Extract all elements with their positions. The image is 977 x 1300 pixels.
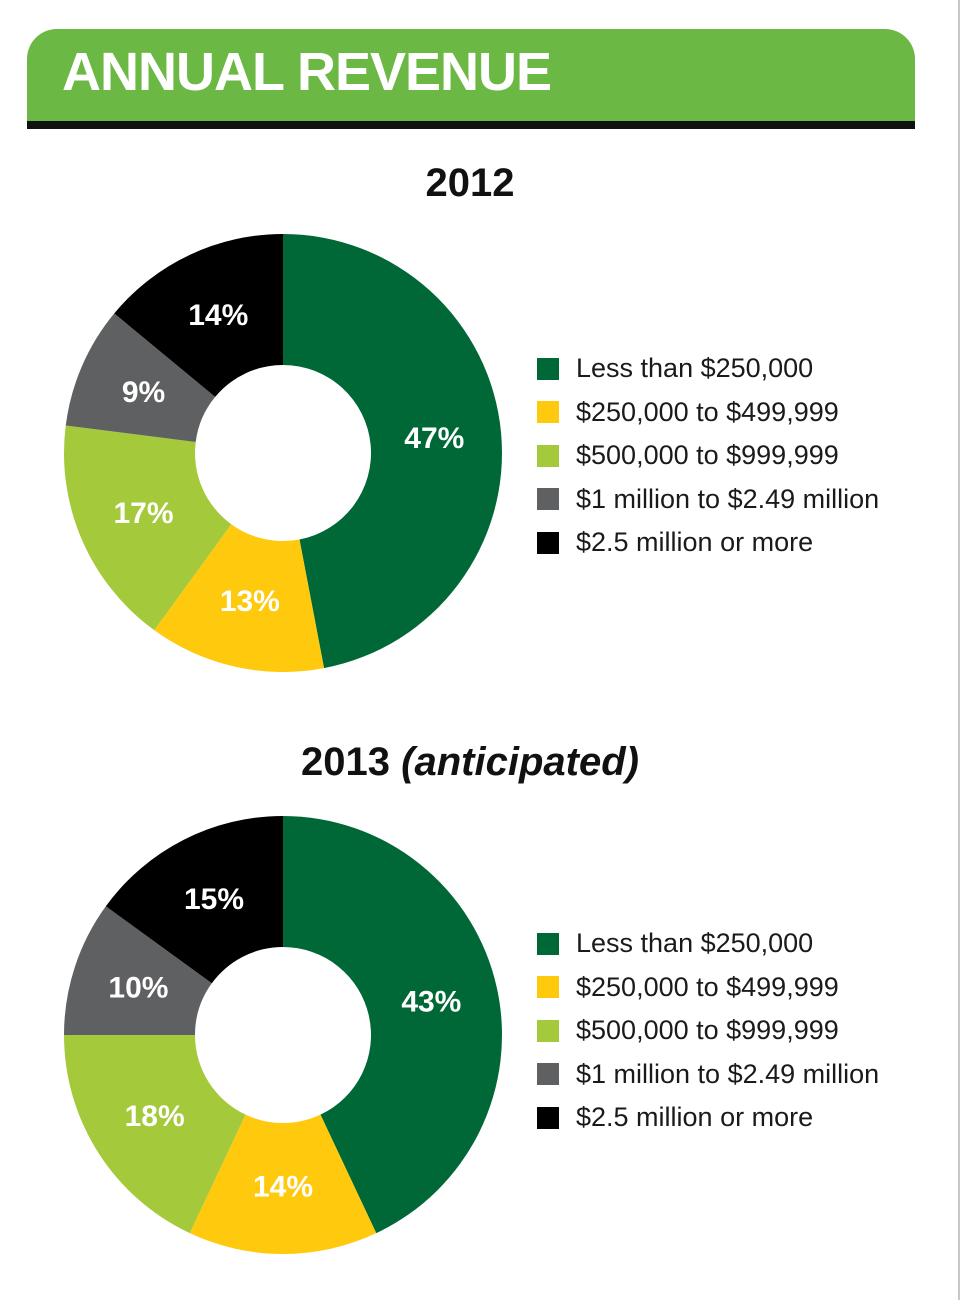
slice-2013-1m-to-2-49m xyxy=(64,906,212,1035)
page-title: ANNUAL REVENUE xyxy=(62,42,552,102)
slice-2013-250k-to-499k xyxy=(189,1114,377,1254)
chart-2012-legend: Less than $250,000 $250,000 to $499,999 $5… xyxy=(537,347,879,565)
chart-2013-legend: Less than $250,000 $250,000 to $499,999 $5… xyxy=(537,922,879,1140)
slice-2012-250k-to-499k xyxy=(154,524,325,672)
legend-item-2013-250k-to-499k: $250,000 to $499,999 xyxy=(537,966,879,1010)
header-underline xyxy=(27,121,915,129)
legend-label: $250,000 to $499,999 xyxy=(576,971,839,1002)
legend-item-2013-less-than-250k: Less than $250,000 xyxy=(537,922,879,966)
legend-item-2012-2-5m-or-more: $2.5 million or more xyxy=(537,521,879,565)
slice-label-2012-250k-to-499k: 13% xyxy=(220,585,280,618)
legend-swatch xyxy=(537,1019,559,1042)
legend-label: Less than $250,000 xyxy=(576,353,814,384)
slice-label-2012-1m-to-2-49m: 9% xyxy=(122,376,165,409)
legend-swatch xyxy=(537,1106,559,1129)
legend-label: Less than $250,000 xyxy=(576,928,814,959)
legend-item-2012-500k-to-999k: $500,000 to $999,999 xyxy=(537,434,879,478)
slice-2013-less-than-250k xyxy=(283,816,502,1234)
legend-label: $500,000 to $999,999 xyxy=(576,1015,839,1046)
legend-label: $250,000 to $499,999 xyxy=(576,396,839,427)
legend-swatch xyxy=(537,531,559,554)
slice-2012-500k-to-999k xyxy=(63,425,232,631)
header-banner xyxy=(27,29,915,121)
chart-2013-title-year: 2013 xyxy=(301,740,391,784)
legend-item-2013-500k-to-999k: $500,000 to $999,999 xyxy=(537,1009,879,1053)
chart-2012-title-year: 2012 xyxy=(425,161,515,205)
slice-label-2012-500k-to-999k: 17% xyxy=(113,497,173,530)
legend-swatch xyxy=(537,401,559,424)
slice-2013-2-5m-or-more xyxy=(105,816,283,984)
chart-2013-donut: 43% 14% 18% 10% 15% xyxy=(64,816,502,1254)
legend-swatch xyxy=(537,932,559,955)
slice-label-2013-1m-to-2-49m: 10% xyxy=(108,972,168,1005)
legend-swatch xyxy=(537,444,559,467)
legend-item-2012-1m-to-2-49m: $1 million to $2.49 million xyxy=(537,478,879,522)
legend-swatch xyxy=(537,1063,559,1086)
legend-label: $1 million to $2.49 million xyxy=(576,1058,880,1089)
legend-swatch xyxy=(537,976,559,999)
legend-label: $2.5 million or more xyxy=(576,527,814,558)
legend-label: $1 million to $2.49 million xyxy=(576,483,880,514)
slice-label-2012-less-than-250k: 47% xyxy=(404,422,464,455)
legend-swatch xyxy=(537,488,559,511)
legend-item-2012-less-than-250k: Less than $250,000 xyxy=(537,347,879,391)
legend-swatch xyxy=(537,357,559,380)
slice-2012-less-than-250k xyxy=(283,234,502,669)
legend-item-2013-1m-to-2-49m: $1 million to $2.49 million xyxy=(537,1053,879,1097)
chart-2012-donut: 47% 13% 17% 9% 14% xyxy=(63,234,502,672)
slice-label-2012-2-5m-or-more: 14% xyxy=(188,299,248,332)
chart-2013-title-suffix: (anticipated) xyxy=(401,740,639,784)
slice-2012-1m-to-2-49m xyxy=(65,313,216,442)
legend-item-2012-250k-to-499k: $250,000 to $499,999 xyxy=(537,391,879,435)
slice-label-2013-less-than-250k: 43% xyxy=(401,985,461,1018)
legend-item-2013-2-5m-or-more: $2.5 million or more xyxy=(537,1096,879,1140)
chart-2012-title: 2012 xyxy=(0,158,940,208)
slice-label-2013-2-5m-or-more: 15% xyxy=(184,883,244,916)
page-edge-rule xyxy=(958,0,960,1300)
slice-label-2013-500k-to-999k: 18% xyxy=(125,1100,185,1133)
legend-label: $2.5 million or more xyxy=(576,1102,814,1133)
slice-2013-500k-to-999k xyxy=(64,1035,246,1234)
slice-2012-2-5m-or-more xyxy=(114,234,283,397)
slice-label-2013-250k-to-499k: 14% xyxy=(253,1171,313,1204)
legend-label: $500,000 to $999,999 xyxy=(576,440,839,471)
chart-2013-title: 2013 (anticipated) xyxy=(0,737,940,787)
